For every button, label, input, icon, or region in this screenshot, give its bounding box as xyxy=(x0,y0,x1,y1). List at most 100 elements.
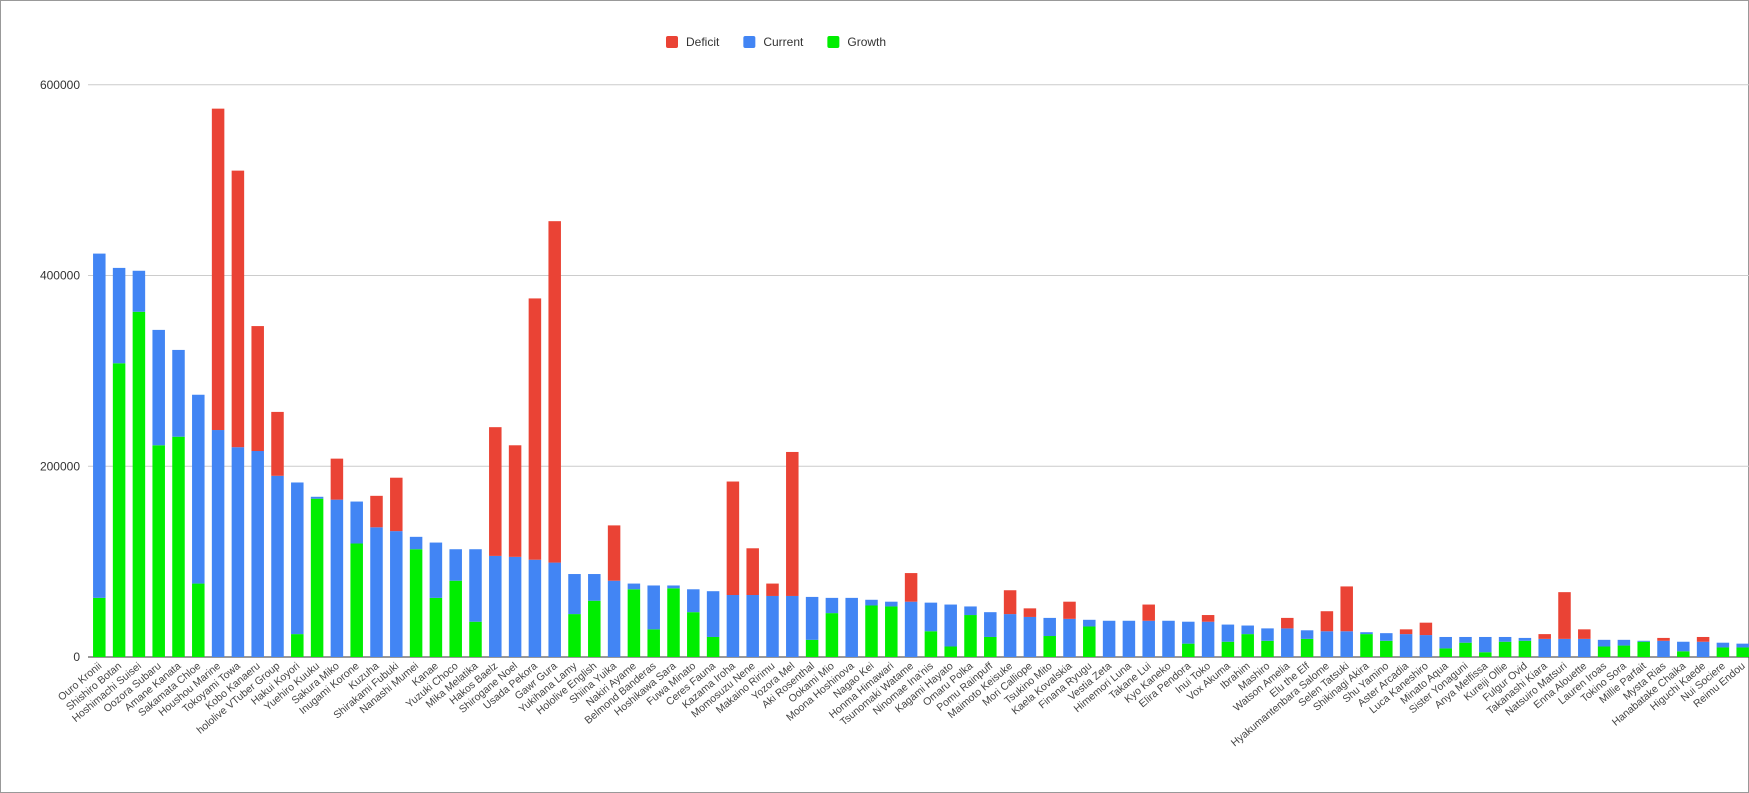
bar-segment xyxy=(667,588,680,657)
bar-segment xyxy=(390,531,403,657)
bar-segment xyxy=(1162,620,1175,657)
bar-segment xyxy=(1558,592,1571,639)
bar-segment xyxy=(786,451,799,596)
bar-segment xyxy=(1003,614,1017,657)
bar-segment xyxy=(310,496,324,499)
bar-segment xyxy=(984,612,997,637)
bar-segment xyxy=(469,621,482,657)
bar-segment xyxy=(607,580,621,657)
bar-segment xyxy=(746,595,759,657)
bar-segment xyxy=(370,527,383,657)
bar-segment xyxy=(409,549,423,657)
bar-segment xyxy=(172,349,185,437)
bar-segment xyxy=(370,495,383,528)
bar-segment xyxy=(706,591,720,637)
bar-segment xyxy=(1459,636,1472,643)
bar-segment xyxy=(291,482,304,635)
bar-segment xyxy=(1182,621,1195,644)
bar-segment xyxy=(885,601,898,607)
bar-segment xyxy=(1340,631,1353,657)
bar-segment xyxy=(588,574,601,601)
bar-segment xyxy=(1578,629,1591,639)
bar-segment xyxy=(1677,651,1690,657)
bar-segment xyxy=(469,549,482,622)
bar-segment xyxy=(1182,643,1195,657)
legend-label: Growth xyxy=(847,35,886,49)
bar-segment xyxy=(1380,640,1393,657)
bar-segment xyxy=(409,536,423,550)
bar-segment xyxy=(1221,641,1235,657)
bar-segment xyxy=(1360,632,1373,635)
bar-segment xyxy=(1657,637,1670,641)
bar-segment xyxy=(291,634,304,657)
bar-segment xyxy=(687,589,700,613)
bar-segment xyxy=(1657,640,1670,657)
bar-segment xyxy=(1597,639,1611,647)
bar-segment xyxy=(1340,586,1353,632)
bar-segment xyxy=(548,562,561,657)
bar-segment xyxy=(192,583,205,657)
bar-segment xyxy=(1399,629,1413,635)
bar-segment xyxy=(192,394,205,584)
bar-segment xyxy=(1578,638,1591,657)
bar-segment xyxy=(1281,628,1294,657)
y-tick-label: 400000 xyxy=(40,269,80,283)
bar-segment xyxy=(1320,631,1334,657)
bar-segment xyxy=(1102,620,1116,657)
bar-segment xyxy=(1142,604,1155,621)
bar-segment xyxy=(231,447,245,657)
y-tick-label: 0 xyxy=(73,650,80,664)
bar-segment xyxy=(1142,620,1155,657)
bar-segment xyxy=(449,549,462,581)
bar-segment xyxy=(1261,628,1274,641)
bar-segment xyxy=(1716,642,1730,648)
bar-segment xyxy=(1380,633,1393,641)
bar-segment xyxy=(211,108,225,431)
bar-segment xyxy=(1320,611,1334,632)
bar-segment xyxy=(964,615,977,657)
bar-segment xyxy=(904,573,918,602)
bar-segment xyxy=(1281,617,1294,629)
bar-segment xyxy=(924,631,938,657)
bar-segment xyxy=(172,436,185,657)
bar-segment xyxy=(647,629,660,657)
bar-segment xyxy=(1518,640,1532,657)
bar-segment xyxy=(1003,590,1017,615)
bar-segment xyxy=(1063,601,1076,619)
bar-segment xyxy=(1261,640,1274,657)
bar-segment xyxy=(1300,638,1314,657)
legend-swatch xyxy=(743,36,756,48)
bar-segment xyxy=(647,585,660,630)
bar-segment xyxy=(152,445,165,657)
bar-segment xyxy=(1419,622,1433,636)
bar-segment xyxy=(885,606,898,657)
bar-segment xyxy=(726,595,740,657)
bar-segment xyxy=(132,270,146,312)
bar-segment xyxy=(1459,642,1472,657)
bar-segment xyxy=(429,542,443,598)
bar-segment xyxy=(766,583,779,596)
bar-segment xyxy=(805,639,819,657)
bar-segment xyxy=(984,636,997,657)
bar-segment xyxy=(1696,641,1710,657)
bar-segment xyxy=(112,267,126,364)
bar-segment xyxy=(825,597,839,614)
bar-segment xyxy=(489,427,502,556)
bar-segment xyxy=(766,595,779,657)
bar-segment xyxy=(528,298,542,560)
legend-swatch xyxy=(666,36,678,48)
bar-segment xyxy=(350,543,363,657)
bar-segment xyxy=(746,548,759,596)
bar-segment xyxy=(1300,630,1314,639)
bar-segment xyxy=(1083,619,1096,627)
bar-segment xyxy=(1617,645,1631,657)
bar-segment xyxy=(924,602,938,632)
bar-segment xyxy=(231,170,245,448)
bar-segment xyxy=(1201,621,1215,657)
bar-segment xyxy=(726,481,740,596)
bar-segment xyxy=(1043,617,1056,637)
bar-segment xyxy=(825,613,839,657)
bar-segment xyxy=(904,601,918,657)
bar-segment xyxy=(1736,647,1749,657)
bar-segment xyxy=(310,498,324,657)
